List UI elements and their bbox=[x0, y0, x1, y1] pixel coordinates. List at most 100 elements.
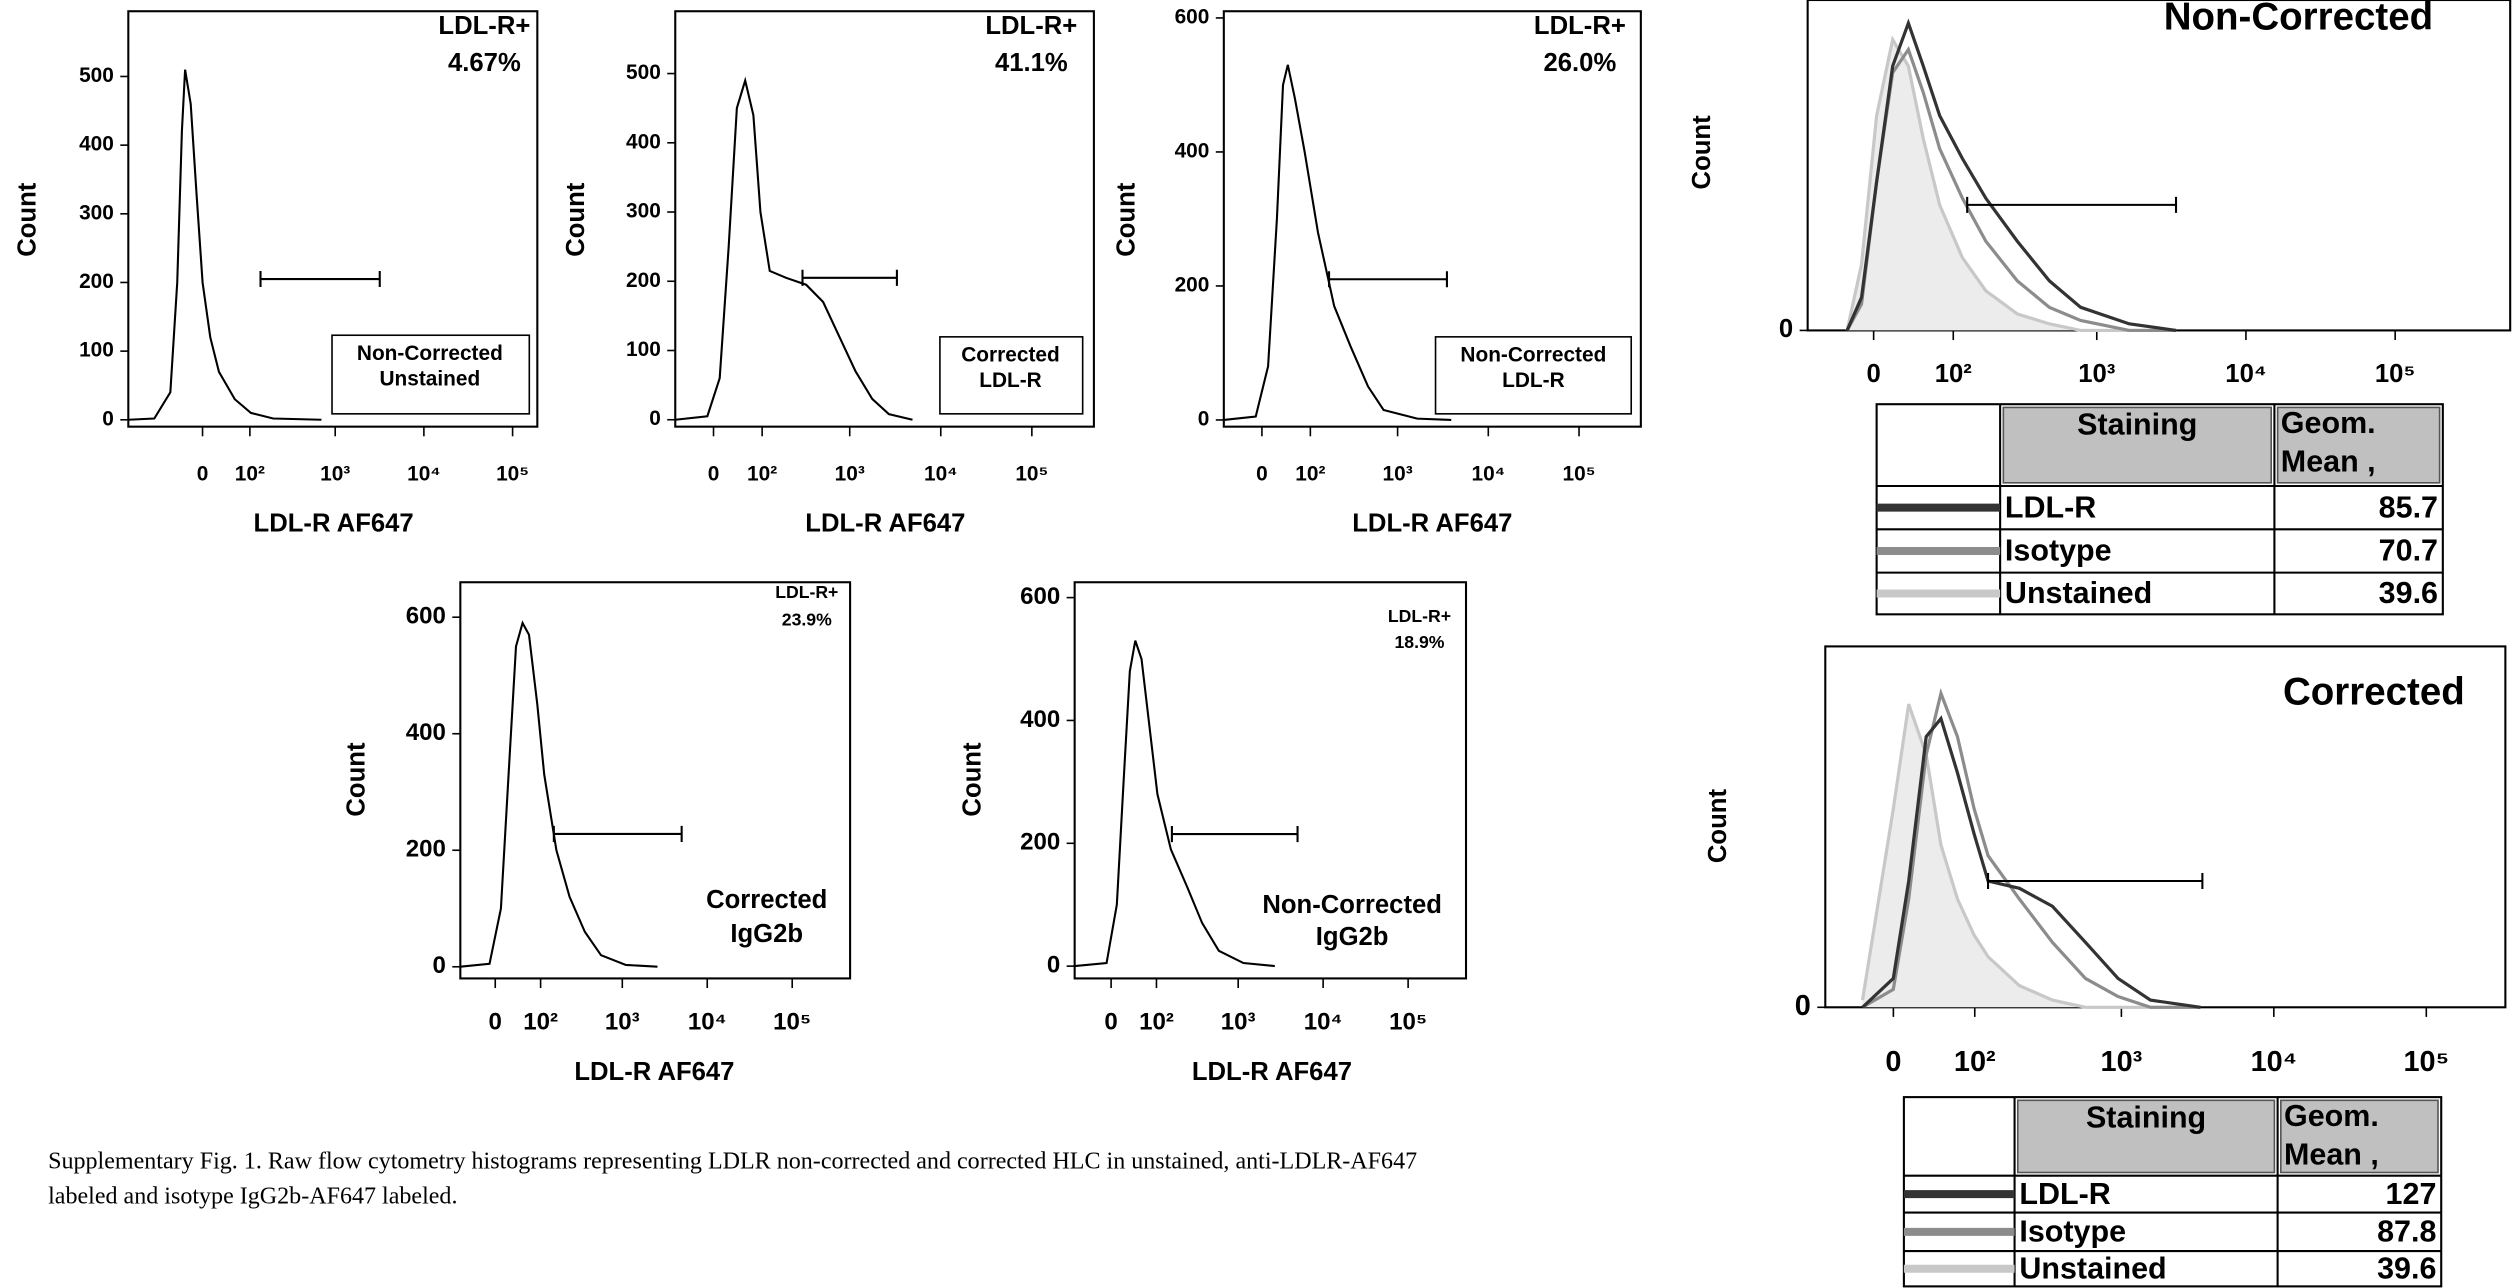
y-tick-label: 200 bbox=[1175, 273, 1210, 296]
x-tick-label: 10⁴ bbox=[688, 1009, 727, 1036]
y-tick-label: 500 bbox=[626, 61, 661, 84]
header-cell bbox=[2016, 1099, 2276, 1174]
sample-label: Non-Corrected bbox=[1460, 344, 1606, 367]
geom-mean: 87.8 bbox=[2377, 1215, 2436, 1249]
x-tick-label: 0 bbox=[197, 462, 209, 485]
plot-frame bbox=[674, 10, 1095, 428]
x-tick-label: 10⁴ bbox=[1472, 462, 1506, 485]
geom-mean: 39.6 bbox=[2379, 576, 2438, 610]
x-axis-label: LDL-R AF647 bbox=[574, 1058, 734, 1086]
sample-label: Non-Corrected bbox=[1262, 891, 1442, 919]
gate-annotation: LDL-R+ bbox=[1388, 606, 1451, 626]
geom-mean: 85.7 bbox=[2379, 490, 2438, 524]
x-tick-label: 10⁴ bbox=[1304, 1009, 1343, 1036]
gate bbox=[552, 825, 683, 842]
gate bbox=[1966, 196, 2178, 213]
x-tick-label: 0 bbox=[489, 1009, 502, 1036]
histogram-area bbox=[1862, 704, 2201, 1008]
histogram-line bbox=[460, 620, 658, 968]
sample-label: IgG2b bbox=[1316, 923, 1389, 951]
y-axis-label: Count bbox=[14, 182, 42, 257]
legend-name: LDL-R bbox=[2005, 490, 2096, 524]
gate-annotation: LDL-R+ bbox=[438, 12, 530, 40]
x-tick-label: 10⁵ bbox=[1563, 462, 1596, 485]
x-tick-label: 10² bbox=[747, 462, 777, 485]
sample-label: Corrected bbox=[961, 344, 1059, 367]
chart-title: Non-Corrected bbox=[2164, 0, 2433, 38]
histogram-area bbox=[1847, 39, 2177, 331]
geom-mean: 127 bbox=[2386, 1177, 2437, 1211]
x-tick-label: 10² bbox=[1954, 1046, 1996, 1078]
y-tick-label: 200 bbox=[626, 269, 661, 292]
y-tick-label: 0 bbox=[1198, 407, 1210, 430]
y-tick-label: 400 bbox=[406, 719, 446, 746]
table-header: Staining bbox=[2077, 408, 2197, 442]
sample-label: LDL-R bbox=[979, 369, 1042, 392]
gate-annotation: LDL-R+ bbox=[775, 582, 838, 602]
x-tick-label: 10² bbox=[1935, 360, 1972, 388]
geom-mean: 39.6 bbox=[2377, 1251, 2436, 1285]
legend-name: LDL-R bbox=[2019, 1177, 2110, 1211]
gate bbox=[801, 269, 898, 286]
y-axis-label: Count bbox=[1704, 789, 1732, 864]
x-tick-label: 10² bbox=[523, 1009, 558, 1036]
y-axis-label: Count bbox=[1688, 115, 1716, 190]
x-tick-label: 10³ bbox=[1221, 1009, 1256, 1036]
legend-name: Unstained bbox=[2005, 576, 2152, 610]
gate bbox=[1328, 271, 1448, 288]
header-cell bbox=[2280, 1099, 2439, 1174]
gate-annotation: 41.1% bbox=[995, 49, 1068, 77]
gate bbox=[1987, 872, 2204, 890]
table-header: Geom. bbox=[2284, 1099, 2379, 1133]
histogram-line bbox=[1845, 35, 2177, 333]
y-axis-label: Count bbox=[1112, 182, 1140, 257]
x-tick-label: 10² bbox=[235, 462, 265, 485]
histogram-line bbox=[1223, 64, 1452, 421]
geom-mean: 70.7 bbox=[2379, 534, 2438, 568]
x-tick-label: 10² bbox=[1295, 462, 1325, 485]
histogram-line bbox=[128, 69, 322, 421]
x-tick-label: 0 bbox=[1866, 360, 1880, 388]
x-tick-label: 10³ bbox=[320, 462, 350, 485]
label-box bbox=[1434, 336, 1633, 415]
histogram-line bbox=[675, 76, 913, 421]
sample-label: Corrected bbox=[706, 886, 827, 914]
y-tick-label: 600 bbox=[1175, 5, 1210, 28]
histogram-line bbox=[1860, 703, 2201, 1009]
table-header: Mean , bbox=[2284, 1138, 2379, 1172]
histogram-line bbox=[1861, 715, 2201, 1009]
y-tick-label: 500 bbox=[79, 64, 114, 87]
x-tick-label: 10⁵ bbox=[2375, 360, 2416, 388]
table-header: Staining bbox=[2086, 1101, 2206, 1135]
y-axis-label: Count bbox=[958, 742, 986, 817]
x-axis-label: LDL-R AF647 bbox=[1352, 509, 1512, 537]
x-axis-label: LDL-R AF647 bbox=[1192, 1058, 1352, 1086]
y-tick-label: 600 bbox=[1020, 583, 1060, 610]
x-axis-label: LDL-R AF647 bbox=[254, 509, 414, 537]
plot-frame bbox=[1222, 10, 1642, 428]
y-tick-label: 200 bbox=[406, 836, 446, 863]
legend-name: Isotype bbox=[2019, 1215, 2126, 1249]
x-tick-label: 10⁴ bbox=[924, 462, 957, 485]
plot-frame bbox=[127, 10, 539, 428]
y-tick-label: 600 bbox=[406, 603, 446, 630]
x-tick-label: 10³ bbox=[605, 1009, 640, 1036]
histogram-line bbox=[1861, 687, 2201, 1009]
gate-annotation: 26.0% bbox=[1544, 49, 1617, 77]
caption-line: labeled and isotype IgG2b-AF647 labeled. bbox=[48, 1184, 457, 1210]
x-tick-label: 10² bbox=[1139, 1009, 1174, 1036]
histogram-line bbox=[1074, 640, 1275, 968]
y-axis-label: Count bbox=[562, 182, 590, 257]
plot-frame bbox=[1073, 581, 1468, 980]
header-cell bbox=[2002, 406, 2273, 484]
y-tick-label: 400 bbox=[1020, 706, 1060, 733]
y-tick-label: 200 bbox=[1020, 829, 1060, 856]
x-tick-label: 10⁴ bbox=[2251, 1046, 2297, 1078]
sample-label: Non-Corrected bbox=[357, 342, 503, 365]
sample-label: IgG2b bbox=[730, 920, 803, 948]
y-tick-label: 200 bbox=[79, 270, 114, 293]
y-tick-label: 300 bbox=[626, 200, 661, 223]
